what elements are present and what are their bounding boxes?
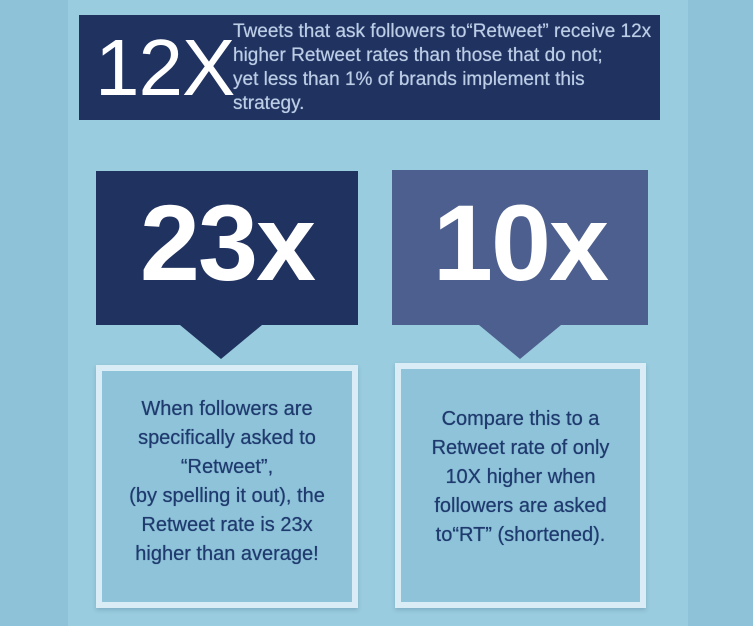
stat-bubble-10x: 10x <box>392 170 648 359</box>
headline-text: Tweets that ask followers to“Retweet” re… <box>233 20 652 114</box>
header-banner: 12X Tweets that ask followers to“Retweet… <box>79 15 660 120</box>
note-box-rt-shortened: Compare this to a Retweet rate of only 1… <box>395 363 646 608</box>
headline-stat-12x: 12X <box>95 22 235 112</box>
bubble-tail-left <box>180 325 262 359</box>
stat-bubble-23x: 23x <box>96 171 358 359</box>
bubble-tail-right <box>479 325 561 359</box>
stat-label-10x: 10x <box>432 181 609 303</box>
stat-label-23x: 23x <box>139 182 316 303</box>
note-box-retweet-spelled: When followers are specifically asked to… <box>96 365 358 608</box>
